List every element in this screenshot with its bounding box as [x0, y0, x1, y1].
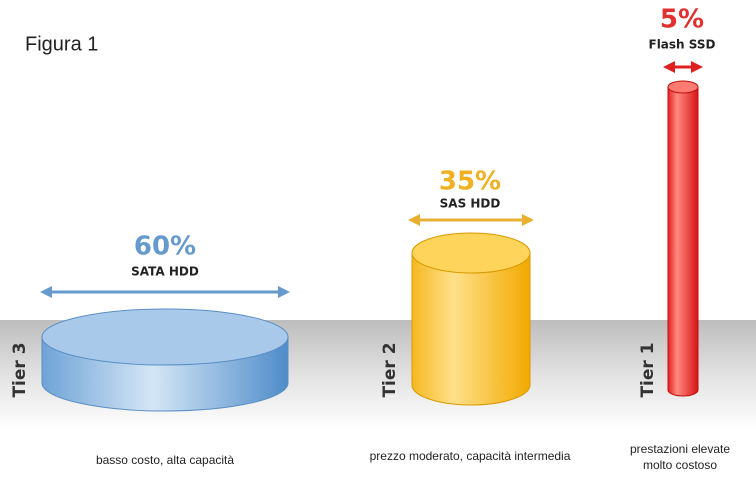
title: Figura 1 — [25, 33, 98, 55]
cylinder-top — [667, 80, 699, 94]
cylinder-body — [667, 86, 699, 397]
cylinder-top — [41, 308, 289, 366]
percent: 5% — [660, 5, 704, 35]
medium: Flash SSD — [649, 38, 716, 52]
tier-label: Tier 3 — [10, 342, 30, 397]
description: prezzo moderato, capacità intermedia — [370, 449, 571, 463]
description: basso costo, alta capacità — [96, 453, 234, 467]
medium: SATA HDD — [131, 265, 199, 279]
cylinder-body — [411, 252, 531, 406]
cylinder — [41, 308, 289, 412]
cylinder — [411, 232, 531, 406]
description: prestazioni elevate — [630, 442, 730, 456]
description: molto costoso — [643, 458, 717, 472]
percent: 35% — [439, 167, 501, 197]
cylinder — [667, 80, 699, 397]
medium: SAS HDD — [440, 197, 501, 211]
cylinder-top — [411, 232, 531, 274]
percent: 60% — [134, 232, 196, 262]
tier-label: Tier 2 — [380, 342, 400, 397]
tier-label: Tier 1 — [638, 342, 658, 397]
